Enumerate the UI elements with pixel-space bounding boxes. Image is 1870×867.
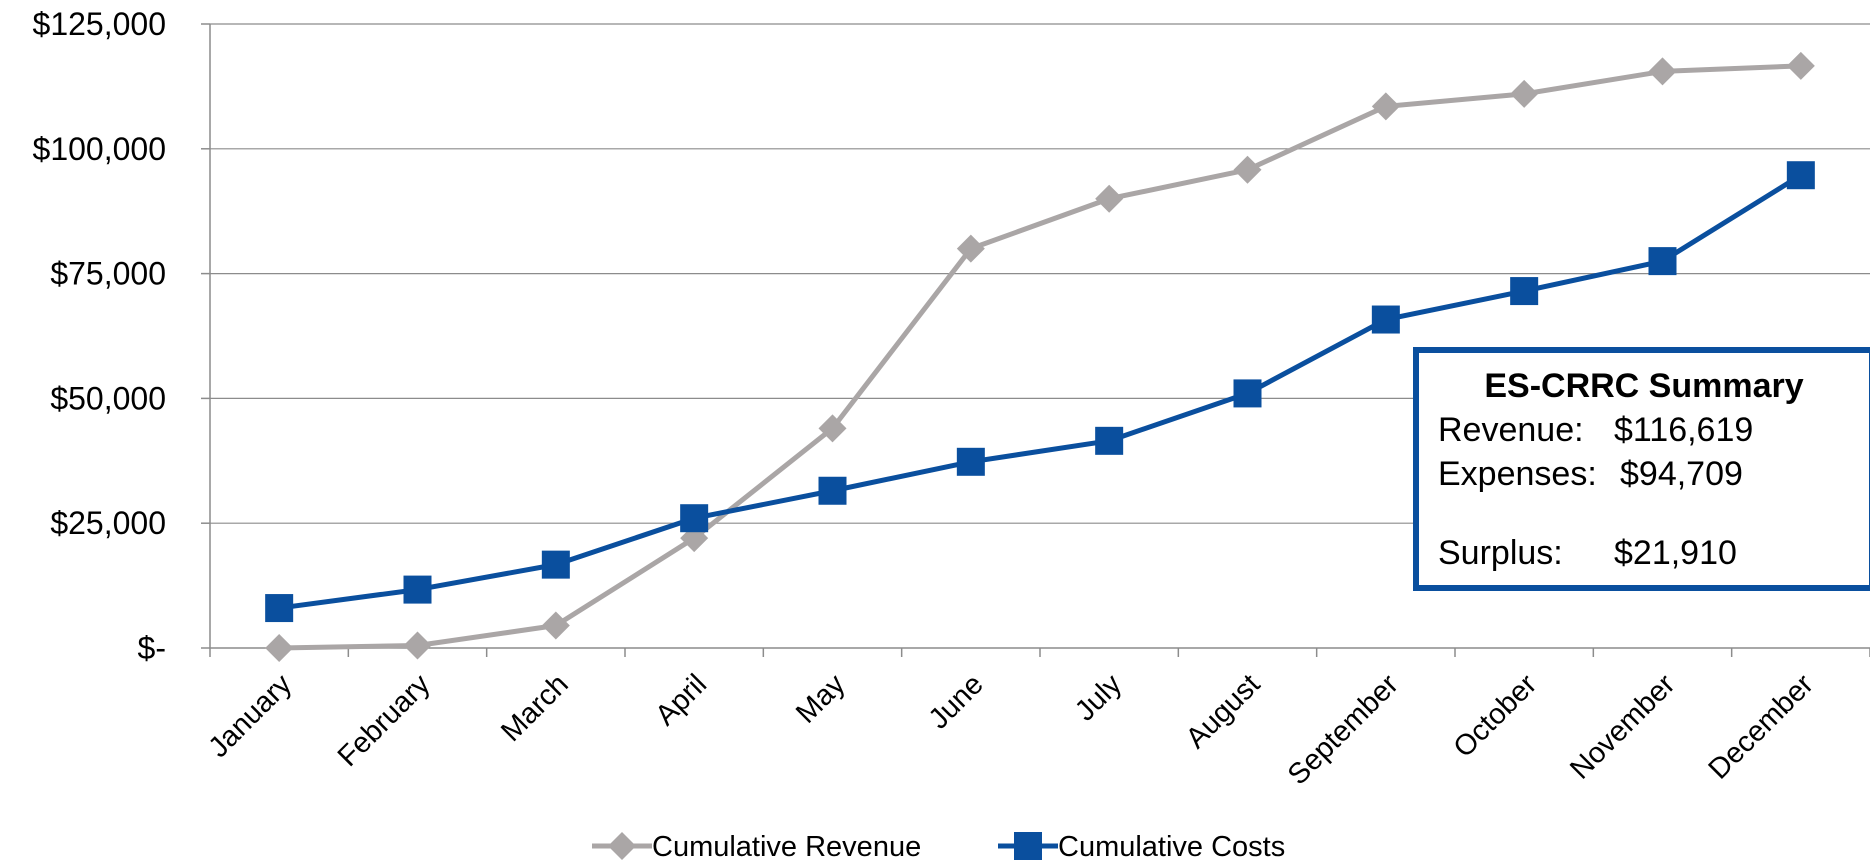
x-tick-label: April — [649, 668, 713, 732]
y-tick-label: $75,000 — [50, 256, 166, 292]
y-tick-label: $- — [138, 630, 166, 666]
data-point — [818, 476, 847, 505]
summary-surplus-value: $21,910 — [1614, 534, 1737, 572]
summary-expenses-label: Expenses: — [1438, 455, 1597, 493]
data-point — [1371, 305, 1400, 334]
y-tick-label: $125,000 — [33, 6, 166, 42]
data-point — [403, 631, 432, 660]
data-point — [1786, 51, 1815, 80]
summary-box-border — [1413, 347, 1870, 591]
x-tick-label: August — [1180, 668, 1266, 754]
data-point — [1648, 247, 1677, 276]
data-point — [403, 575, 432, 604]
series-cumulative-costs — [265, 161, 1815, 623]
y-tick-labels: $- $25,000 $50,000 $75,000 $100,000 $125,000 — [33, 6, 166, 666]
x-tick-label: September — [1282, 668, 1405, 791]
data-point — [956, 234, 985, 263]
data-point — [1095, 426, 1124, 455]
legend-item: Cumulative Revenue — [592, 831, 921, 863]
legend-label: Cumulative Costs — [1058, 831, 1285, 862]
series-line — [279, 63, 1801, 651]
y-tick-label: $25,000 — [50, 505, 166, 541]
summary-title: ES-CRRC Summary — [1484, 367, 1803, 405]
summary-revenue-value: $116,619 — [1614, 411, 1753, 449]
data-point — [680, 504, 709, 533]
x-tick-label: December — [1703, 668, 1820, 785]
x-tick-label: October — [1448, 668, 1544, 764]
data-point — [1510, 277, 1539, 306]
data-point — [541, 611, 570, 640]
y-tick-label: $100,000 — [33, 131, 166, 167]
legend: Cumulative Revenue Cumulative Costs — [592, 831, 1285, 863]
data-point — [265, 634, 294, 662]
summary-expenses-value: $94,709 — [1620, 455, 1743, 493]
data-point — [1786, 161, 1815, 190]
data-point — [818, 414, 847, 443]
x-tick-label: June — [923, 668, 990, 735]
legend-marker — [1014, 832, 1042, 860]
x-tick-label: July — [1069, 668, 1128, 727]
series-cumulative-revenue — [265, 51, 1815, 662]
data-point — [1233, 379, 1262, 408]
data-point — [1371, 92, 1400, 121]
summary-revenue-label: Revenue: — [1438, 411, 1584, 449]
data-point — [265, 594, 294, 623]
x-tick-label: May — [790, 668, 852, 730]
x-tick-label: January — [203, 668, 299, 764]
x-tick-label: November — [1564, 668, 1681, 785]
legend-item: Cumulative Costs — [998, 831, 1285, 863]
data-point — [1095, 184, 1124, 213]
data-point — [1510, 79, 1539, 108]
series-line — [278, 173, 1803, 611]
summary-box: ES-CRRC Summary Revenue: $116,619 Expens… — [1413, 347, 1870, 591]
summary-surplus-label: Surplus: — [1438, 534, 1563, 572]
x-tick-label: March — [495, 668, 575, 748]
series-layer — [265, 51, 1815, 662]
legend-label: Cumulative Revenue — [652, 831, 921, 862]
y-tick-label: $50,000 — [50, 380, 166, 416]
x-tick-labels: January February March April May June July Augu… — [203, 668, 1820, 791]
axis-layer — [201, 23, 1870, 657]
data-point — [541, 550, 570, 579]
data-point — [956, 447, 985, 476]
data-point — [1648, 57, 1677, 86]
legend-marker — [608, 832, 636, 860]
x-tick-label: February — [332, 668, 437, 773]
data-point — [1233, 155, 1262, 184]
